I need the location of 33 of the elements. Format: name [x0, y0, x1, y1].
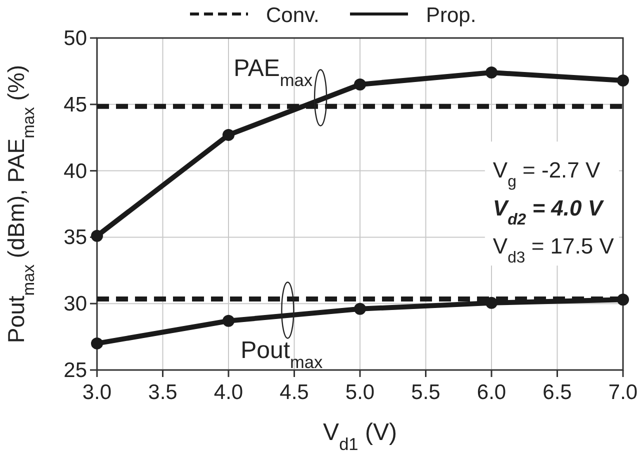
point: [91, 337, 103, 350]
legend-label: Prop.: [426, 4, 476, 27]
x-tick-label: 6.0: [476, 381, 506, 404]
point: [617, 74, 629, 86]
x-tick-label: 3.0: [82, 381, 112, 404]
annotation: V$_{d3}$ = 17.5 V: [492, 234, 614, 266]
point: [222, 314, 234, 327]
y-tick-label: 45: [64, 93, 87, 116]
x-tick-label: 4.5: [280, 381, 309, 404]
annotation: Pout$_{max}$: [240, 337, 324, 372]
x-tick-label: 7.0: [608, 381, 638, 404]
x-tick-label: 6.5: [542, 381, 572, 404]
point: [486, 66, 498, 79]
point: [354, 302, 366, 315]
x-tick-label: 4.0: [214, 381, 244, 404]
x-tick-label: 5.5: [411, 381, 440, 404]
x-tick-label: 5.0: [345, 381, 375, 404]
annotation: V$_{d2}$ = 4.0 V: [492, 196, 605, 228]
annotation: V$_{g}$ = -2.7 V: [492, 158, 601, 190]
y-tick-label: 40: [64, 160, 87, 183]
x-axis-title: V$_{d1}$ (V): [323, 419, 397, 454]
legend-label: Conv.: [266, 4, 320, 27]
point: [222, 128, 234, 141]
y-tick-label: 50: [64, 27, 87, 50]
annotation: PAE$_{max}$: [234, 54, 313, 90]
y-tick-label: 35: [64, 226, 87, 250]
x-tick-label: 3.5: [148, 381, 178, 404]
point: [486, 296, 498, 309]
point: [91, 230, 103, 242]
y-tick-label: 25: [64, 359, 87, 382]
y-tick-label: 30: [64, 292, 87, 316]
point: [354, 78, 366, 90]
point: [617, 294, 629, 306]
